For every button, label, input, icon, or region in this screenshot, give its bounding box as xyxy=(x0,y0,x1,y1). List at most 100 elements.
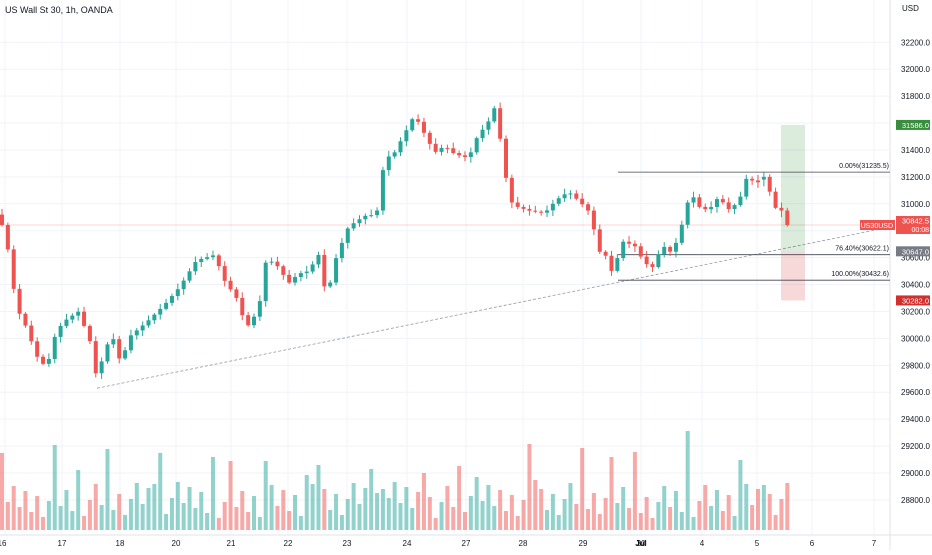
candle-body[interactable] xyxy=(697,197,702,207)
candle-body[interactable] xyxy=(644,256,649,265)
candle-body[interactable] xyxy=(638,246,643,257)
candle-body[interactable] xyxy=(140,325,145,331)
candle-body[interactable] xyxy=(761,176,766,180)
candle-body[interactable] xyxy=(427,132,432,144)
candle-body[interactable] xyxy=(756,180,760,183)
trendline[interactable] xyxy=(96,223,906,389)
candle-body[interactable] xyxy=(310,264,315,272)
candle-body[interactable] xyxy=(515,202,520,207)
candle-body[interactable] xyxy=(380,170,385,211)
candle-body[interactable] xyxy=(386,156,391,171)
candle-body[interactable] xyxy=(11,249,16,289)
candle-body[interactable] xyxy=(29,325,34,342)
candle-body[interactable] xyxy=(685,202,690,225)
candle-body[interactable] xyxy=(732,205,737,210)
candle-body[interactable] xyxy=(222,266,227,281)
position-stop-zone[interactable] xyxy=(781,251,805,301)
candle-body[interactable] xyxy=(416,119,421,122)
candle-body[interactable] xyxy=(462,155,467,158)
candle-body[interactable] xyxy=(621,241,626,259)
candle-body[interactable] xyxy=(410,119,415,131)
candle-body[interactable] xyxy=(339,242,344,259)
candle-body[interactable] xyxy=(468,152,473,158)
candle-body[interactable] xyxy=(773,191,778,208)
candle-body[interactable] xyxy=(509,177,514,203)
candle-body[interactable] xyxy=(193,262,198,272)
candle-body[interactable] xyxy=(375,210,380,216)
candle-body[interactable] xyxy=(668,246,673,252)
candle-body[interactable] xyxy=(128,335,133,351)
candle-body[interactable] xyxy=(205,257,210,259)
candle-body[interactable] xyxy=(650,264,655,268)
candle-body[interactable] xyxy=(392,152,397,157)
candle-body[interactable] xyxy=(345,228,350,243)
candle-body[interactable] xyxy=(615,258,620,271)
candle-body[interactable] xyxy=(457,153,462,156)
candle-body[interactable] xyxy=(574,193,579,199)
candle-body[interactable] xyxy=(750,178,755,181)
candle-body[interactable] xyxy=(568,193,573,195)
candle-body[interactable] xyxy=(492,108,497,122)
candle-body[interactable] xyxy=(486,121,491,130)
candle-body[interactable] xyxy=(246,315,251,326)
candle-body[interactable] xyxy=(691,197,696,203)
candle-body[interactable] xyxy=(111,339,116,345)
candle-body[interactable] xyxy=(41,356,46,364)
candle-body[interactable] xyxy=(152,314,157,321)
candle-body[interactable] xyxy=(609,255,614,271)
candle-body[interactable] xyxy=(720,199,725,203)
candle-body[interactable] xyxy=(673,242,678,252)
candle-body[interactable] xyxy=(451,148,456,154)
candle-body[interactable] xyxy=(421,121,426,133)
candle-body[interactable] xyxy=(539,211,544,213)
candle-body[interactable] xyxy=(17,288,22,314)
candle-body[interactable] xyxy=(562,194,567,199)
candle-body[interactable] xyxy=(328,282,333,287)
candle-body[interactable] xyxy=(726,202,731,210)
candle-body[interactable] xyxy=(703,206,708,210)
candle-body[interactable] xyxy=(199,258,204,263)
candle-body[interactable] xyxy=(767,176,772,192)
candle-body[interactable] xyxy=(252,316,256,326)
candle-body[interactable] xyxy=(134,330,139,336)
candle-body[interactable] xyxy=(714,199,719,207)
candle-body[interactable] xyxy=(210,255,215,258)
candle-body[interactable] xyxy=(545,210,550,213)
candle-body[interactable] xyxy=(64,319,69,326)
candle-body[interactable] xyxy=(316,254,321,265)
candle-body[interactable] xyxy=(275,261,280,267)
candle-body[interactable] xyxy=(23,313,28,326)
candle-body[interactable] xyxy=(662,246,667,255)
candle-body[interactable] xyxy=(169,296,174,303)
candle-body[interactable] xyxy=(591,210,596,230)
candle-body[interactable] xyxy=(175,289,180,297)
candle-body[interactable] xyxy=(70,315,75,320)
candle-body[interactable] xyxy=(474,138,479,153)
candle-body[interactable] xyxy=(527,208,532,211)
candle-body[interactable] xyxy=(357,219,362,224)
candle-body[interactable] xyxy=(82,311,87,326)
candle-body[interactable] xyxy=(363,215,368,220)
candle-body[interactable] xyxy=(105,344,110,362)
candle-body[interactable] xyxy=(52,336,57,359)
candle-body[interactable] xyxy=(287,274,292,283)
candle-body[interactable] xyxy=(603,251,608,256)
candle-body[interactable] xyxy=(322,254,327,287)
candle-body[interactable] xyxy=(779,207,784,211)
candle-body[interactable] xyxy=(234,289,239,298)
candle-body[interactable] xyxy=(785,210,790,225)
candle-body[interactable] xyxy=(146,320,151,326)
candle-body[interactable] xyxy=(46,358,51,364)
candle-body[interactable] xyxy=(709,206,714,210)
candle-body[interactable] xyxy=(216,255,221,267)
candle-body[interactable] xyxy=(556,198,561,204)
candle-body[interactable] xyxy=(187,271,192,281)
candle-body[interactable] xyxy=(439,147,444,152)
candle-body[interactable] xyxy=(158,308,163,315)
candle-body[interactable] xyxy=(240,297,245,316)
candle-body[interactable] xyxy=(293,277,298,283)
candle-body[interactable] xyxy=(228,280,233,290)
candle-body[interactable] xyxy=(445,147,450,149)
